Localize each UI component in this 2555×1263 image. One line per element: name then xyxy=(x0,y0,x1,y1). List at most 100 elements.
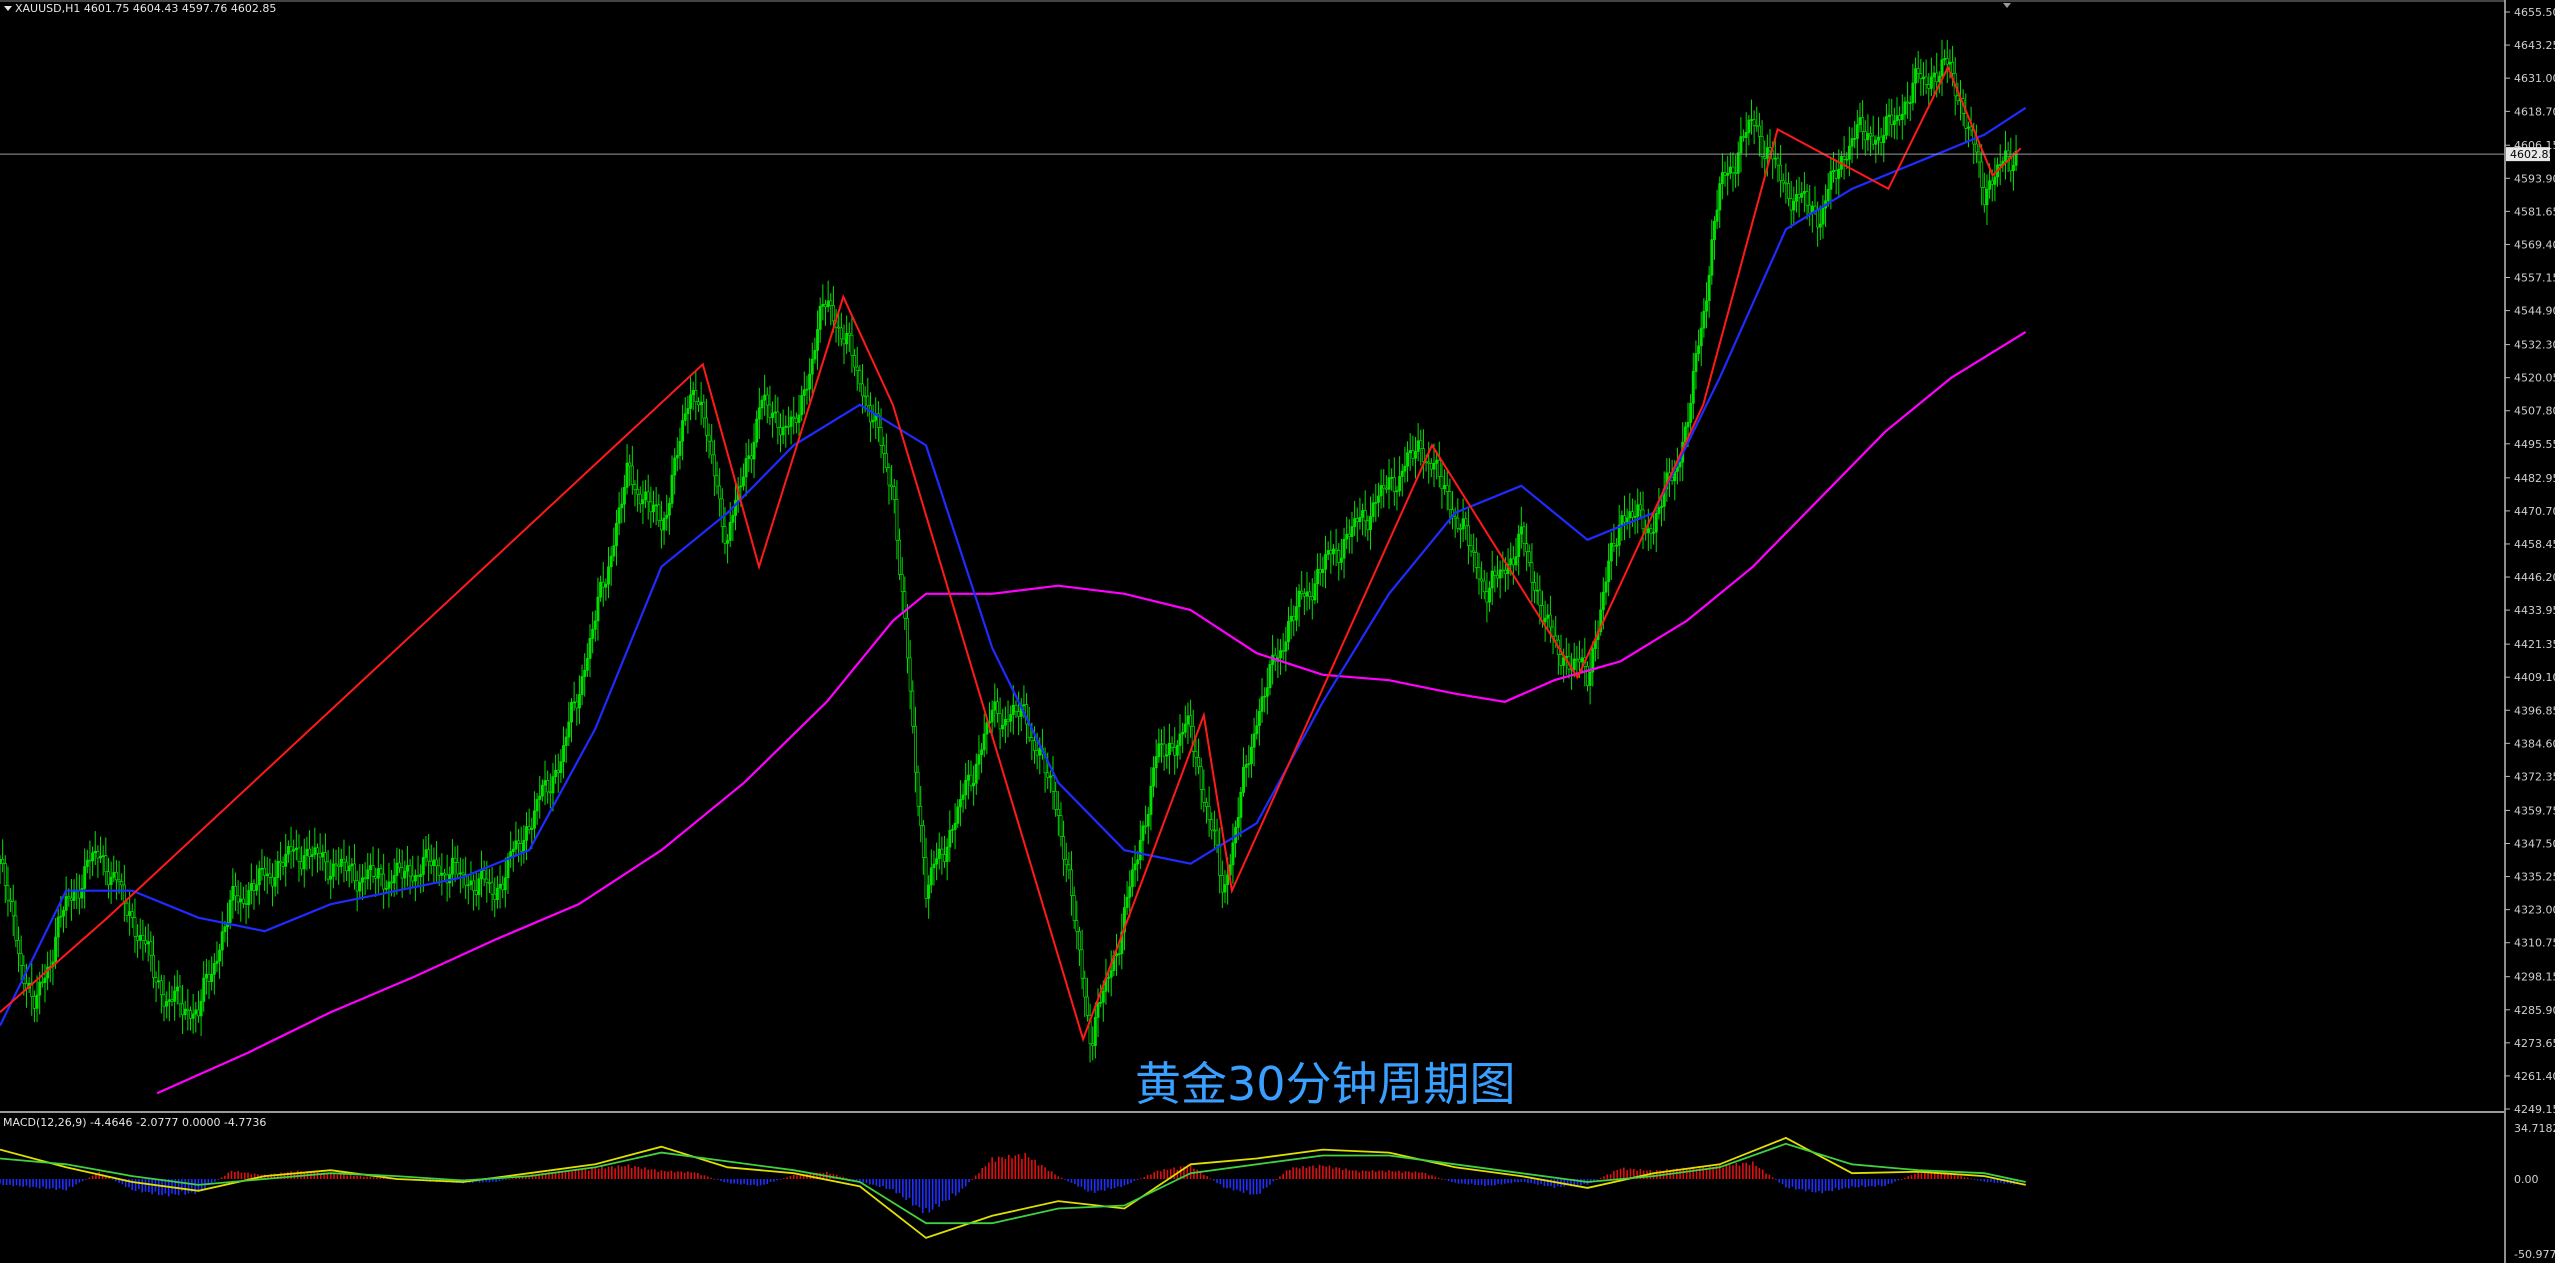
candle-body xyxy=(649,501,653,513)
candle-body xyxy=(424,849,428,858)
candle-body xyxy=(14,915,18,941)
candle-body xyxy=(1689,402,1693,423)
macd-histogram-bar xyxy=(1887,1179,1890,1184)
candle-body xyxy=(1130,869,1134,888)
macd-histogram-bar xyxy=(230,1170,233,1180)
macd-histogram-bar xyxy=(997,1156,1000,1180)
macd-histogram-bar xyxy=(875,1179,878,1186)
macd-histogram-bar xyxy=(710,1177,712,1180)
macd-histogram-bar xyxy=(1460,1179,1463,1184)
candle-body xyxy=(1832,170,1835,172)
candle-body xyxy=(194,1009,198,1015)
candle-body xyxy=(996,701,999,714)
macd-histogram-bar xyxy=(895,1179,898,1194)
macd-histogram-bar xyxy=(637,1166,640,1180)
candle-body xyxy=(294,847,298,850)
macd-histogram-bar xyxy=(528,1175,530,1180)
macd-histogram-bar xyxy=(935,1179,937,1204)
candle-body xyxy=(1067,864,1071,871)
candle-body xyxy=(297,847,301,863)
macd-histogram-bar xyxy=(657,1171,659,1180)
macd-histogram-bar xyxy=(753,1179,755,1185)
macd-histogram-bar xyxy=(1451,1179,1453,1183)
macd-histogram-bar xyxy=(872,1179,874,1185)
candle-body xyxy=(734,499,737,516)
macd-histogram-bar xyxy=(845,1177,848,1180)
candle-body xyxy=(940,848,944,855)
candle-body xyxy=(1898,115,1902,120)
macd-histogram-bar xyxy=(905,1179,907,1201)
candle-body xyxy=(313,847,317,855)
candle-body xyxy=(1586,665,1589,686)
shift-marker-icon[interactable] xyxy=(2003,3,2011,8)
macd-histogram-bar xyxy=(1388,1170,1390,1180)
candle-body xyxy=(244,903,248,906)
macd-histogram-bar xyxy=(892,1179,894,1190)
candle-body xyxy=(776,411,780,428)
candle-body xyxy=(1562,657,1566,666)
candle-body xyxy=(855,366,859,371)
candle-body xyxy=(1929,76,1933,89)
macd-histogram-bar xyxy=(868,1179,871,1185)
candle-body xyxy=(231,885,235,901)
candle-body xyxy=(1091,1043,1095,1046)
candle-body xyxy=(861,383,864,397)
macd-histogram-bar xyxy=(1656,1170,1658,1180)
macd-histogram-bar xyxy=(1890,1179,1893,1184)
macd-histogram-bar xyxy=(1302,1166,1304,1180)
macd-histogram-bar xyxy=(591,1167,593,1180)
macd-histogram-bar xyxy=(2,1179,5,1186)
candle-body xyxy=(300,861,304,870)
chevron-down-icon[interactable] xyxy=(4,6,12,11)
candle-body xyxy=(247,890,251,906)
candle-body xyxy=(1988,180,1992,190)
macd-histogram-bar xyxy=(974,1175,977,1180)
macd-histogram-bar xyxy=(670,1170,673,1180)
macd-histogram-bar xyxy=(885,1179,888,1189)
macd-histogram-bar xyxy=(1384,1172,1387,1180)
candle-body xyxy=(964,779,968,796)
candle-body xyxy=(1249,746,1253,764)
candle-body xyxy=(1136,859,1140,865)
macd-histogram-bar xyxy=(1368,1171,1370,1180)
candle-body xyxy=(1591,648,1595,673)
macd-histogram-bar xyxy=(1464,1179,1466,1184)
candle-body xyxy=(1533,582,1536,591)
candle-body xyxy=(1437,459,1441,477)
macd-histogram-bar xyxy=(1821,1179,1824,1194)
candle-body xyxy=(456,862,460,875)
candle-body xyxy=(1189,715,1193,727)
macd-histogram-bar xyxy=(624,1166,626,1180)
candle-body xyxy=(1088,1014,1092,1045)
macd-histogram-bar xyxy=(1636,1170,1638,1180)
macd-histogram-bar xyxy=(789,1175,792,1180)
macd-histogram-bar xyxy=(644,1167,646,1180)
macd-histogram-bar xyxy=(796,1175,798,1180)
macd-histogram-bar xyxy=(1252,1179,1255,1195)
macd-histogram-bar xyxy=(32,1179,34,1187)
candle-body xyxy=(109,876,113,885)
macd-histogram-bar xyxy=(326,1173,329,1180)
macd-histogram-bar xyxy=(713,1178,716,1180)
macd-histogram-bar xyxy=(157,1179,160,1195)
candle-body xyxy=(1199,766,1203,790)
macd-histogram-bar xyxy=(1047,1170,1050,1180)
macd-histogram-bar xyxy=(1854,1179,1857,1188)
candle-body xyxy=(694,390,698,403)
candle-body xyxy=(1363,510,1367,522)
macd-histogram-bar xyxy=(888,1179,891,1190)
macd-histogram-bar xyxy=(22,1179,24,1187)
candle-body xyxy=(1974,143,1978,153)
candle-body xyxy=(1554,635,1558,641)
macd-histogram-bar xyxy=(680,1171,683,1180)
macd-histogram-bar xyxy=(1236,1179,1238,1190)
macd-histogram-bar xyxy=(763,1179,765,1185)
candle-body xyxy=(186,1008,190,1012)
macd-histogram-bar xyxy=(1275,1179,1278,1180)
candle-body xyxy=(800,395,804,416)
price-tick-label: 4323.00 xyxy=(2514,904,2555,917)
candle-body xyxy=(1535,589,1539,592)
macd-histogram-bar xyxy=(108,1177,110,1180)
macd-histogram-bar xyxy=(386,1178,388,1180)
